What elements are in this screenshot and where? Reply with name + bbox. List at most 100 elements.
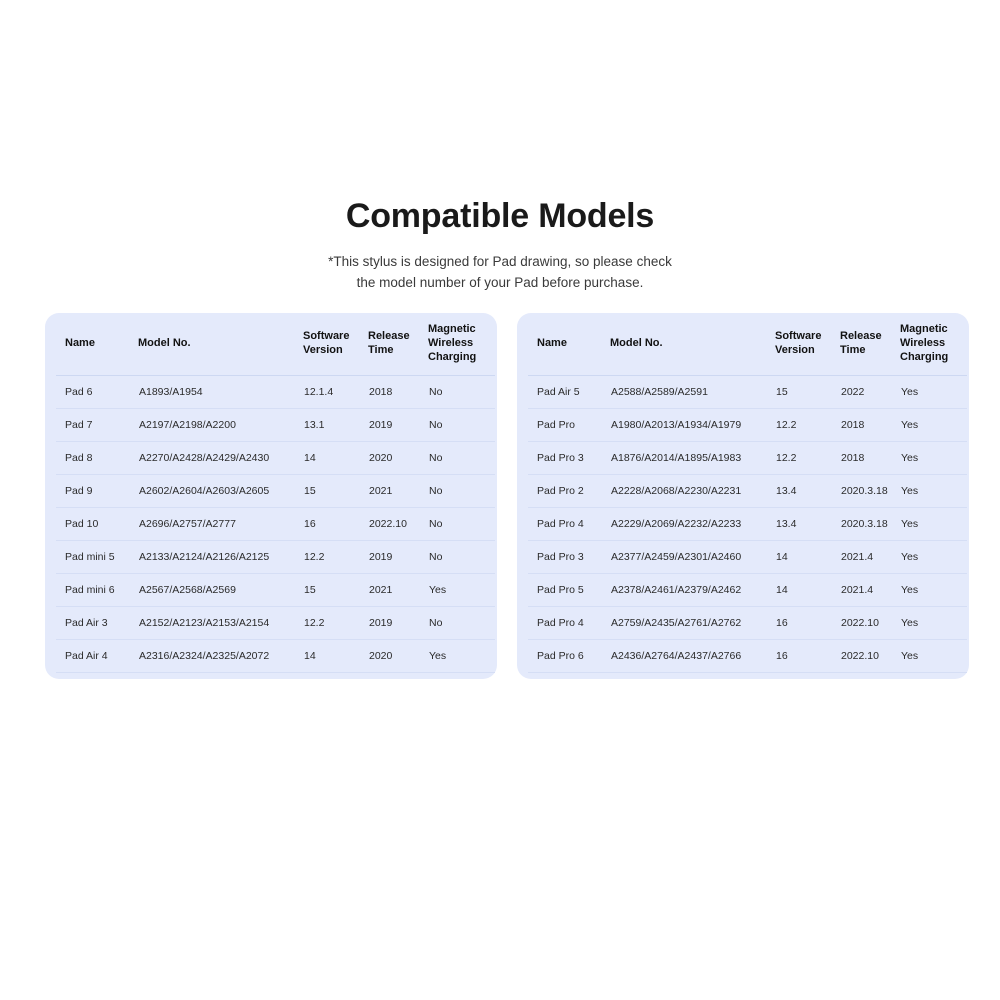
column-header-name: Name (528, 313, 610, 376)
cell-magnetic-wireless-charging: No (428, 375, 495, 409)
cell-software-version: 15 (303, 573, 368, 607)
column-header-release-time: Release Time (368, 313, 428, 376)
cell-model-no: A2602/A2604/A2603/A2605 (138, 474, 303, 508)
column-header-software-version: Software Version (775, 313, 840, 376)
cell-release-time: 2020 (368, 441, 428, 475)
table-row: Pad 7 A2197/A2198/A2200 13.1 2019 No (56, 408, 495, 442)
table-row: Pad Pro 4 A2229/A2069/A2232/A2233 13.4 2020… (528, 507, 967, 541)
cell-magnetic-wireless-charging: Yes (900, 408, 967, 442)
cell-model-no: A2133/A2124/A2126/A2125 (138, 540, 303, 574)
cell-magnetic-wireless-charging: No (428, 540, 495, 574)
table-row: Pad Air 4 A2316/A2324/A2325/A2072 14 2020 Ye… (56, 639, 495, 673)
cell-name: Pad Air 3 (56, 606, 138, 640)
subtitle-line-1: *This stylus is designed for Pad drawing… (328, 254, 672, 270)
cell-model-no: A2696/A2757/A2777 (138, 507, 303, 541)
cell-name: Pad Pro 3 (528, 540, 610, 574)
table-header-right: Name Model No. Software Version Release … (528, 313, 967, 376)
table-row: Pad 9 A2602/A2604/A2603/A2605 15 2021 No (56, 474, 495, 508)
cell-model-no: A2436/A2764/A2437/A2766 (610, 639, 775, 673)
table-row: Pad 6 A1893/A1954 12.1.4 2018 No (56, 375, 495, 409)
cell-release-time: 2021 (368, 474, 428, 508)
cell-model-no: A2152/A2123/A2153/A2154 (138, 606, 303, 640)
cell-magnetic-wireless-charging: No (428, 507, 495, 541)
cell-software-version: 14 (303, 441, 368, 475)
compatibility-table-right: Name Model No. Software Version Release … (528, 313, 967, 673)
cell-software-version: 12.1.4 (303, 375, 368, 409)
cell-model-no: A2270/A2428/A2429/A2430 (138, 441, 303, 475)
cell-software-version: 12.2 (303, 606, 368, 640)
compatibility-panel-left: Name Model No. Software Version Release … (45, 313, 497, 679)
cell-software-version: 15 (303, 474, 368, 508)
cell-magnetic-wireless-charging: Yes (900, 606, 967, 640)
cell-release-time: 2021.4 (840, 573, 900, 607)
cell-software-version: 16 (775, 606, 840, 640)
cell-magnetic-wireless-charging: Yes (900, 441, 967, 475)
header-block: Compatible Models *This stylus is design… (0, 197, 1000, 294)
cell-magnetic-wireless-charging: Yes (428, 639, 495, 673)
cell-name: Pad 7 (56, 408, 138, 442)
page-title: Compatible Models (345, 197, 655, 235)
cell-software-version: 13.4 (775, 474, 840, 508)
table-body-left: Pad 6 A1893/A1954 12.1.4 2018 No Pad 7 A2197/A… (56, 375, 495, 673)
table-row: Pad Air 5 A2588/A2589/A2591 15 2022 Yes (528, 375, 967, 409)
cell-release-time: 2019 (368, 408, 428, 442)
cell-name: Pad 6 (56, 375, 138, 409)
table-row: Pad Pro A1980/A2013/A1934/A1979 12.2 2018 Ye… (528, 408, 967, 442)
cell-name: Pad Pro 6 (528, 639, 610, 673)
cell-model-no: A2759/A2435/A2761/A2762 (610, 606, 775, 640)
cell-software-version: 16 (775, 639, 840, 673)
table-row: Pad 8 A2270/A2428/A2429/A2430 14 2020 No (56, 441, 495, 475)
cell-magnetic-wireless-charging: No (428, 606, 495, 640)
table-body-right: Pad Air 5 A2588/A2589/A2591 15 2022 Yes Pad P… (528, 375, 967, 673)
subtitle-line-2: the model number of your Pad before purc… (356, 275, 644, 291)
table-row: Pad mini 6 A2567/A2568/A2569 15 2021 Yes (56, 573, 495, 607)
cell-release-time: 2020 (368, 639, 428, 673)
cell-software-version: 13.4 (775, 507, 840, 541)
cell-release-time: 2018 (368, 375, 428, 409)
cell-magnetic-wireless-charging: Yes (900, 474, 967, 508)
cell-magnetic-wireless-charging: Yes (900, 573, 967, 607)
cell-name: Pad Pro (528, 408, 610, 442)
cell-magnetic-wireless-charging: Yes (428, 573, 495, 607)
cell-magnetic-wireless-charging: No (428, 408, 495, 442)
cell-software-version: 16 (303, 507, 368, 541)
cell-model-no: A2377/A2459/A2301/A2460 (610, 540, 775, 574)
cell-name: Pad 9 (56, 474, 138, 508)
table-row: Pad Pro 3 A1876/A2014/A1895/A1983 12.2 2018… (528, 441, 967, 475)
table-header-row: Name Model No. Software Version Release … (56, 313, 495, 376)
cell-software-version: 14 (775, 573, 840, 607)
cell-model-no: A1893/A1954 (138, 375, 303, 409)
cell-name: Pad 8 (56, 441, 138, 475)
table-row: Pad Pro 3 A2377/A2459/A2301/A2460 14 2021.4… (528, 540, 967, 574)
cell-model-no: A2378/A2461/A2379/A2462 (610, 573, 775, 607)
table-row: Pad Pro 6 A2436/A2764/A2437/A2766 16 2022.1… (528, 639, 967, 673)
cell-software-version: 15 (775, 375, 840, 409)
column-header-software-version: Software Version (303, 313, 368, 376)
cell-release-time: 2019 (368, 540, 428, 574)
table-row: Pad mini 5 A2133/A2124/A2126/A2125 12.2 201… (56, 540, 495, 574)
cell-magnetic-wireless-charging: Yes (900, 540, 967, 574)
cell-model-no: A1980/A2013/A1934/A1979 (610, 408, 775, 442)
table-row: Pad 10 A2696/A2757/A2777 16 2022.10 No (56, 507, 495, 541)
column-header-release-time: Release Time (840, 313, 900, 376)
table-header-row: Name Model No. Software Version Release … (528, 313, 967, 376)
cell-release-time: 2020.3.18 (840, 507, 900, 541)
cell-name: Pad Pro 5 (528, 573, 610, 607)
cell-name: Pad 10 (56, 507, 138, 541)
cell-model-no: A2567/A2568/A2569 (138, 573, 303, 607)
table-row: Pad Pro 4 A2759/A2435/A2761/A2762 16 2022.1… (528, 606, 967, 640)
page-subtitle: *This stylus is designed for Pad drawing… (0, 252, 1000, 294)
cell-name: Pad Air 5 (528, 375, 610, 409)
cell-software-version: 14 (303, 639, 368, 673)
cell-magnetic-wireless-charging: Yes (900, 507, 967, 541)
column-header-magnetic-wireless-charging: Magnetic Wireless Charging (428, 313, 495, 376)
cell-magnetic-wireless-charging: Yes (900, 639, 967, 673)
table-row: Pad Pro 2 A2228/A2068/A2230/A2231 13.4 2020… (528, 474, 967, 508)
compatibility-table-left: Name Model No. Software Version Release … (56, 313, 495, 673)
cell-software-version: 12.2 (775, 441, 840, 475)
cell-model-no: A2197/A2198/A2200 (138, 408, 303, 442)
table-row: Pad Air 3 A2152/A2123/A2153/A2154 12.2 2019… (56, 606, 495, 640)
column-header-model-no: Model No. (610, 313, 775, 376)
cell-release-time: 2022.10 (368, 507, 428, 541)
cell-software-version: 12.2 (303, 540, 368, 574)
